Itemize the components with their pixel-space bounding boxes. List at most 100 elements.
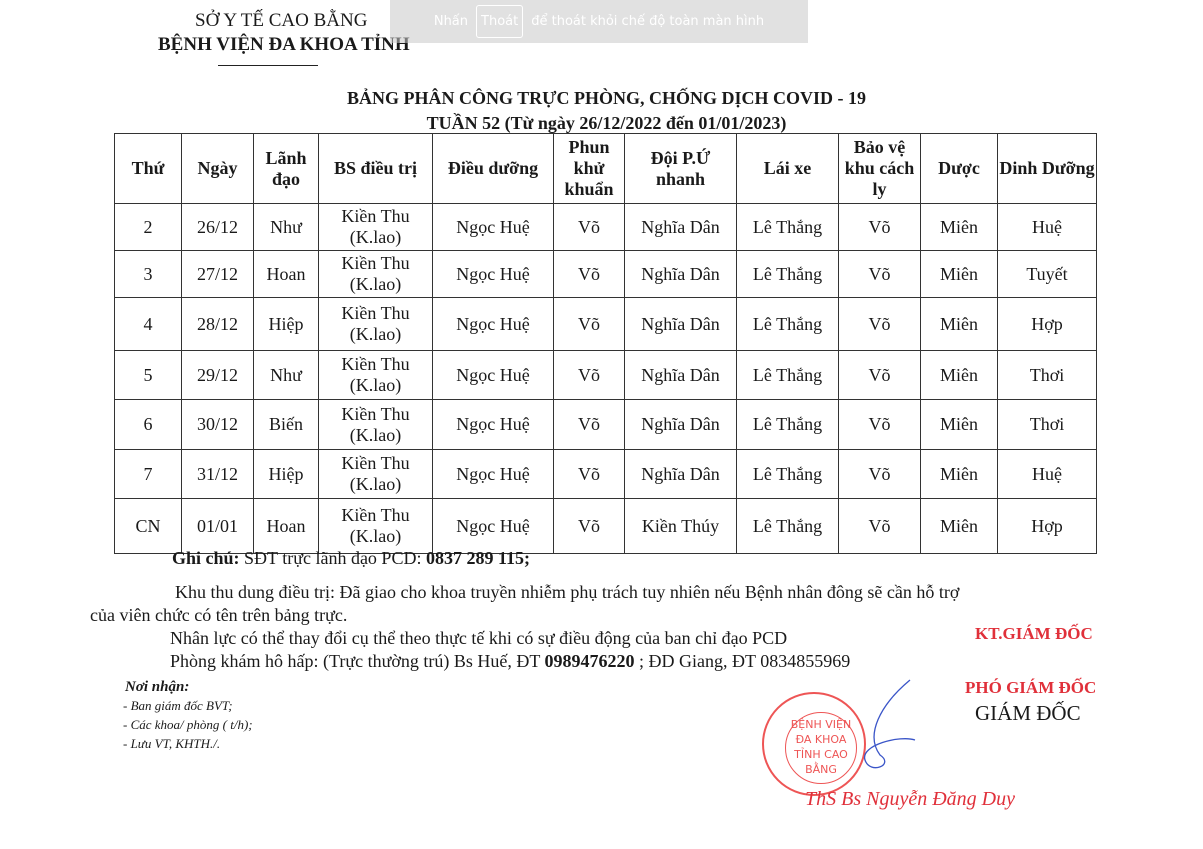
table-cell: Lê Thắng xyxy=(736,250,839,298)
table-cell: Võ xyxy=(838,350,921,400)
kt-director: KT.GIÁM ĐỐC xyxy=(975,624,1093,643)
table-cell: 01/01 xyxy=(181,498,254,554)
table-cell: Kiền Thúy xyxy=(624,498,737,554)
table-row: 5 29/12 Như Kiền Thu (K.lao) Ngọc Huệ Võ Nghĩa… xyxy=(114,350,1097,400)
table-cell: Miên xyxy=(920,449,998,499)
table-cell: Như xyxy=(253,350,319,400)
column-header: Điều dưỡng xyxy=(432,133,554,204)
table-cell: Ngọc Huệ xyxy=(432,498,554,554)
recipient-item: - Các khoa/ phòng ( t/h); xyxy=(123,717,253,732)
table-cell: Võ xyxy=(838,250,921,298)
table-cell: 6 xyxy=(114,399,182,450)
table-cell: Võ xyxy=(838,449,921,499)
signer-name: ThS Bs Nguyễn Đăng Duy xyxy=(805,788,1015,810)
table-cell: Kiền Thu (K.lao) xyxy=(318,498,433,554)
table-cell: Võ xyxy=(553,449,625,499)
banner-suffix: để thoát khỏi chế độ toàn màn hình xyxy=(531,14,765,29)
table-cell: Ngọc Huệ xyxy=(432,399,554,450)
table-cell: Miên xyxy=(920,498,998,554)
table-cell: Hợp xyxy=(997,297,1097,351)
table-cell: Võ xyxy=(553,399,625,450)
signature-scribble xyxy=(864,679,916,769)
recipients-title: Nơi nhận: xyxy=(125,679,190,695)
table-cell: Kiền Thu (K.lao) xyxy=(318,297,433,351)
table-cell: Võ xyxy=(553,250,625,298)
table-cell: Kiền Thu (K.lao) xyxy=(318,250,433,298)
table-cell: Lê Thắng xyxy=(736,297,839,351)
table-cell: Ngọc Huệ xyxy=(432,203,554,251)
column-header: Lãnh đạo xyxy=(253,133,319,204)
notes-line3: của viên chức có tên trên bảng trực. xyxy=(90,605,348,625)
table-cell: Hoan xyxy=(253,498,319,554)
table-cell: Lê Thắng xyxy=(736,203,839,251)
table-row: 3 27/12 Hoan Kiền Thu (K.lao) Ngọc Huệ Võ Nghĩ… xyxy=(114,250,1097,298)
table-cell: 7 xyxy=(114,449,182,499)
table-cell: 26/12 xyxy=(181,203,254,251)
column-header: Dinh Dưỡng xyxy=(997,133,1097,204)
column-header: Bảo vệ khu cách ly xyxy=(838,133,921,204)
table-cell: Lê Thắng xyxy=(736,399,839,450)
table-cell: Tuyết xyxy=(997,250,1097,298)
table-cell: Ngọc Huệ xyxy=(432,449,554,499)
table-cell: Miên xyxy=(920,399,998,450)
doc-title: BẢNG PHÂN CÔNG TRỰC PHÒNG, CHỐNG DỊCH CO… xyxy=(346,88,866,108)
director-title: GIÁM ĐỐC xyxy=(975,701,1081,725)
column-header: Dược xyxy=(920,133,998,204)
table-cell: Nghĩa Dân xyxy=(624,203,737,251)
exit-key[interactable]: Thoát xyxy=(476,5,524,38)
column-header: Đội P.Ứ nhanh xyxy=(624,133,737,204)
table-cell: Kiền Thu (K.lao) xyxy=(318,203,433,251)
table-cell: Biến xyxy=(253,399,319,450)
table-cell: 3 xyxy=(114,250,182,298)
notes-line5a: Phòng khám hô hấp: (Trực thường trú) Bs … xyxy=(170,651,541,671)
recipient-item: - Ban giám đốc BVT; xyxy=(123,698,233,713)
column-header: BS điều trị xyxy=(318,133,433,204)
table-cell: Lê Thắng xyxy=(736,498,839,554)
column-header: Ngày xyxy=(181,133,254,204)
leader-phone: 0837 289 115; xyxy=(425,548,530,568)
table-cell: Miên xyxy=(920,350,998,400)
table-cell: Huệ xyxy=(997,449,1097,499)
table-cell: Huệ xyxy=(997,203,1097,251)
table-cell: Nghĩa Dân xyxy=(624,449,737,499)
notes-line5c: ; ĐD Giang, ĐT 0834855969 xyxy=(639,651,851,671)
column-header: Thứ xyxy=(114,133,182,204)
table-cell: Miên xyxy=(920,250,998,298)
fullscreen-exit-banner: Nhấn Thoát để thoát khỏi chế độ toàn màn… xyxy=(390,0,808,43)
table-cell: 2 xyxy=(114,203,182,251)
official-stamp xyxy=(762,692,866,796)
banner-prefix: Nhấn xyxy=(433,14,469,29)
table-cell: Ngọc Huệ xyxy=(432,350,554,400)
table-cell: 4 xyxy=(114,297,182,351)
table-row: CN 01/01 Hoan Kiền Thu (K.lao) Ngọc Huệ Võ Kiề… xyxy=(114,498,1097,554)
table-cell: 29/12 xyxy=(181,350,254,400)
table-cell: Võ xyxy=(838,297,921,351)
recipients: Nơi nhận: - Ban giám đốc BVT; - Các khoa… xyxy=(123,678,253,753)
table-cell: Như xyxy=(253,203,319,251)
notes-line2: Khu thu dung điều trị: Đã giao cho khoa … xyxy=(175,582,960,602)
duty-table: Thứ Ngày Lãnh đạo BS điều trị Điều dưỡng Phun… xyxy=(114,133,1097,554)
org-parent: SỞ Y TẾ CAO BẰNG xyxy=(195,10,368,31)
table-cell: Miên xyxy=(920,203,998,251)
notes-line4: Nhân lực có thể thay đổi cụ thể theo thự… xyxy=(170,628,788,648)
divider xyxy=(218,65,318,66)
table-cell: Nghĩa Dân xyxy=(624,297,737,351)
table-cell: Kiền Thu (K.lao) xyxy=(318,399,433,450)
table-row: 2 26/12 Như Kiền Thu (K.lao) Ngọc Huệ Võ Nghĩa… xyxy=(114,203,1097,251)
table-cell: CN xyxy=(114,498,182,554)
table-cell: Hợp xyxy=(997,498,1097,554)
table-cell: Nghĩa Dân xyxy=(624,250,737,298)
table-cell: Võ xyxy=(838,498,921,554)
table-cell: Thơi xyxy=(997,350,1097,400)
table-cell: Hoan xyxy=(253,250,319,298)
notes-label: Ghi chú: xyxy=(172,548,240,568)
table-cell: Nghĩa Dân xyxy=(624,399,737,450)
table-cell: Ngọc Huệ xyxy=(432,297,554,351)
clinic-phone: 0989476220 xyxy=(544,651,635,671)
table-row: 4 28/12 Hiệp Kiền Thu (K.lao) Ngọc Huệ Võ Nghĩ… xyxy=(114,297,1097,351)
table-cell: 31/12 xyxy=(181,449,254,499)
table-cell: Lê Thắng xyxy=(736,350,839,400)
table-cell: Nghĩa Dân xyxy=(624,350,737,400)
table-row: 7 31/12 Hiệp Kiền Thu (K.lao) Ngọc Huệ Võ Nghĩ… xyxy=(114,449,1097,499)
column-header: Lái xe xyxy=(736,133,839,204)
